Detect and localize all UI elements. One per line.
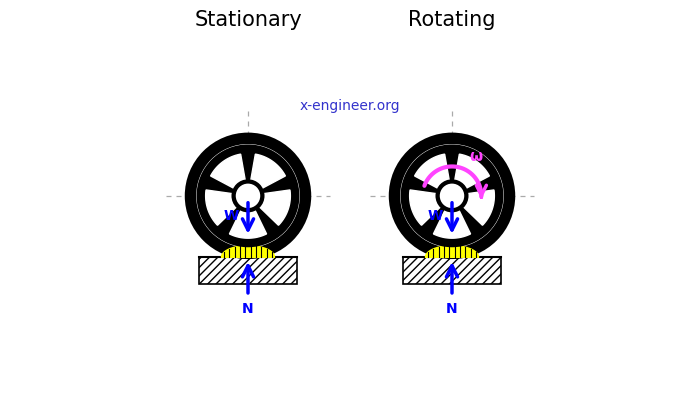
Polygon shape <box>211 154 245 188</box>
Polygon shape <box>410 190 440 225</box>
Bar <box>199 257 297 284</box>
Text: N: N <box>242 302 254 316</box>
Text: Rotating: Rotating <box>408 10 496 30</box>
Text: W: W <box>428 209 443 223</box>
Polygon shape <box>251 154 286 188</box>
Circle shape <box>404 148 500 244</box>
Polygon shape <box>260 190 290 225</box>
Polygon shape <box>433 210 470 238</box>
Circle shape <box>236 184 260 208</box>
Polygon shape <box>221 246 274 257</box>
Circle shape <box>185 133 312 259</box>
Polygon shape <box>426 246 479 257</box>
Text: W: W <box>224 209 239 223</box>
Polygon shape <box>455 154 489 188</box>
Text: x-engineer.org: x-engineer.org <box>300 99 400 113</box>
Circle shape <box>232 180 265 213</box>
Polygon shape <box>230 210 267 238</box>
Polygon shape <box>206 190 237 225</box>
Circle shape <box>200 148 296 244</box>
Bar <box>403 257 501 284</box>
Circle shape <box>389 133 515 259</box>
Text: Stationary: Stationary <box>194 10 302 30</box>
Text: N: N <box>446 302 458 316</box>
Circle shape <box>435 180 468 213</box>
Text: ω: ω <box>470 149 483 164</box>
Polygon shape <box>414 154 449 188</box>
Polygon shape <box>463 190 494 225</box>
Circle shape <box>440 184 464 208</box>
Circle shape <box>400 144 503 247</box>
Circle shape <box>196 144 300 248</box>
Circle shape <box>197 144 300 247</box>
Circle shape <box>400 144 504 248</box>
